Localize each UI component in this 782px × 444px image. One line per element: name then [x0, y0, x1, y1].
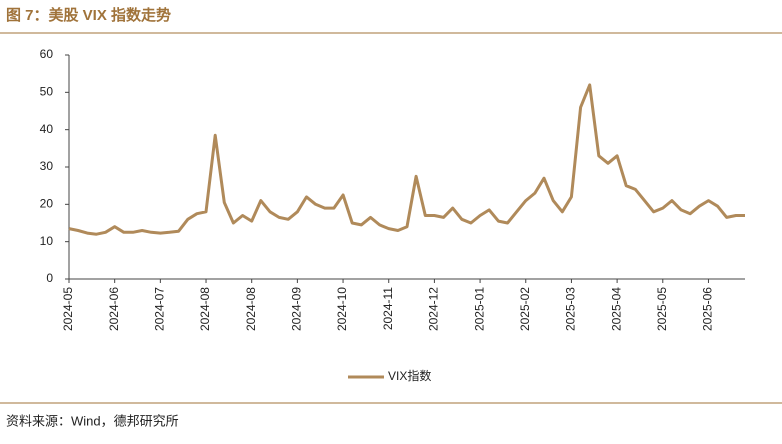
x-tick-label: 2024-05	[61, 287, 75, 331]
chart-title: 图 7：美股 VIX 指数走势	[6, 6, 171, 24]
x-tick-label: 2025-04	[609, 287, 623, 331]
x-tick-label: 2024-07	[153, 287, 167, 331]
y-tick-label: 40	[40, 122, 54, 136]
x-tick-label: 2024-08	[198, 287, 212, 331]
x-tick-label: 2024-11	[381, 287, 395, 330]
source: 资料来源：Wind，德邦研究所	[6, 413, 179, 428]
x-tick-label: 2024-06	[107, 287, 121, 331]
y-tick-label: 20	[40, 197, 54, 211]
x-tick-label: 2025-01	[472, 287, 486, 331]
y-tick-label: 50	[40, 85, 54, 99]
y-tick-label: 30	[40, 159, 54, 173]
x-tick-label: 2025-05	[655, 287, 669, 331]
x-tick-label: 2024-10	[335, 287, 349, 331]
x-tick-label: 2024-12	[427, 287, 441, 331]
y-tick-label: 60	[40, 47, 54, 61]
y-tick-label: 0	[46, 271, 53, 285]
x-tick-label: 2025-02	[518, 287, 532, 331]
x-tick-label: 2024-08	[244, 287, 258, 331]
legend-label: VIX指数	[388, 368, 431, 383]
x-tick-label: 2025-03	[564, 287, 578, 331]
x-tick-label: 2024-09	[290, 287, 304, 331]
x-tick-label: 2025-06	[701, 287, 715, 331]
y-tick-label: 10	[40, 234, 54, 248]
line-series	[68, 83, 745, 236]
